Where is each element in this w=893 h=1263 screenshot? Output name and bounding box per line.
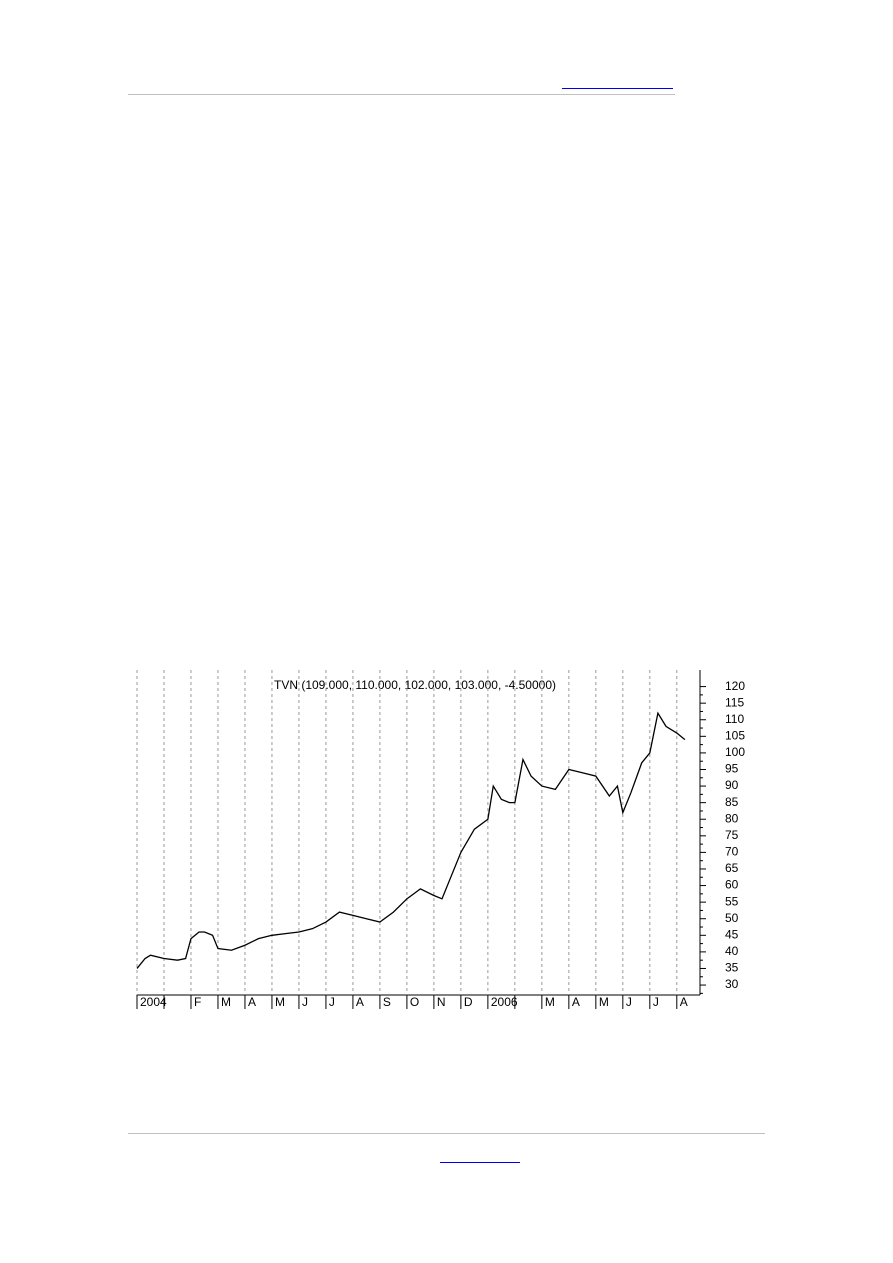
x-tick-label: J xyxy=(653,995,659,1009)
price-line xyxy=(136,711,686,969)
x-tick-label: F xyxy=(194,995,201,1009)
x-tick-label: S xyxy=(383,995,391,1009)
x-tick-label: 2006 xyxy=(491,995,518,1009)
x-tick-label: M xyxy=(275,995,285,1009)
y-tick-label: 60 xyxy=(725,878,739,892)
y-tick-label: 40 xyxy=(725,944,739,958)
y-tick-label: 70 xyxy=(725,845,739,859)
x-tick-label: J xyxy=(626,995,632,1009)
y-tick-label: 115 xyxy=(725,695,744,709)
y-tick-label: 35 xyxy=(725,961,739,975)
x-tick-label: M xyxy=(599,995,609,1009)
x-tick-label: A xyxy=(572,995,580,1009)
y-tick-label: 120 xyxy=(725,679,745,693)
x-tick-label: O xyxy=(410,995,419,1009)
y-tick-label: 55 xyxy=(725,894,739,908)
x-tick-label: A xyxy=(356,995,364,1009)
y-tick-label: 65 xyxy=(725,861,739,875)
x-tick-label: D xyxy=(464,995,473,1009)
y-tick-label: 90 xyxy=(725,778,739,792)
y-tick-label: 105 xyxy=(725,728,745,742)
y-tick-label: 80 xyxy=(725,811,739,825)
x-tick-label: M xyxy=(545,995,555,1009)
y-tick-label: 100 xyxy=(725,745,745,759)
y-tick-label: 85 xyxy=(725,795,739,809)
footer-rule xyxy=(128,1133,765,1134)
y-tick-label: 95 xyxy=(725,762,739,776)
y-tick-label: 45 xyxy=(725,927,739,941)
y-tick-label: 110 xyxy=(725,712,744,726)
chart-title: TVN (109.000, 110.000, 102.000, 103.000,… xyxy=(274,678,556,692)
y-tick-label: 50 xyxy=(725,911,739,925)
x-tick-label: A xyxy=(248,995,256,1009)
y-tick-label: 75 xyxy=(725,828,739,842)
x-tick-label: A xyxy=(680,995,688,1009)
header xyxy=(128,94,675,95)
x-tick-label: 2004 xyxy=(140,995,167,1009)
x-tick-label: N xyxy=(437,995,446,1009)
x-tick-label: J xyxy=(302,995,308,1009)
x-tick-label: J xyxy=(329,995,335,1009)
x-tick-label: M xyxy=(221,995,231,1009)
header-link[interactable] xyxy=(562,88,673,89)
y-tick-label: 30 xyxy=(725,977,739,991)
footer-link[interactable] xyxy=(440,1162,520,1163)
